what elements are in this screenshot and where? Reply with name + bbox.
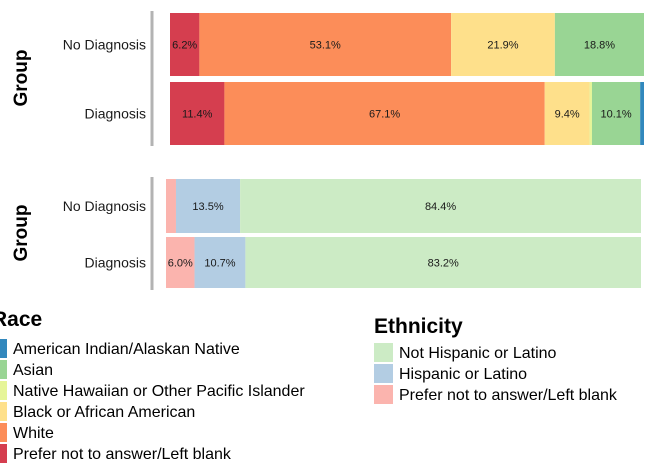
data-label: 53.1%: [310, 40, 341, 52]
bar-segment: [640, 82, 644, 145]
data-label: 11.4%: [182, 109, 213, 121]
data-label: 21.9%: [487, 40, 518, 52]
data-label: 13.5%: [192, 201, 223, 213]
bar-segment: [589, 82, 592, 145]
data-label: 9.4%: [555, 109, 580, 121]
bar-segment: [245, 237, 641, 288]
data-label: 10.7%: [204, 258, 235, 270]
bar-segment: [166, 179, 176, 233]
data-label: 6.0%: [168, 258, 193, 270]
data-label: 10.1%: [600, 109, 631, 121]
bar-segment: [451, 13, 555, 76]
category-tick-label: No Diagnosis: [63, 198, 146, 214]
bar-segment: [544, 82, 590, 145]
bar-segment: [175, 179, 241, 233]
data-label: 18.8%: [584, 40, 615, 52]
legend-label: Hispanic or Latino: [399, 366, 527, 383]
legend-label: Not Hispanic or Latino: [399, 345, 557, 362]
bar-segment: [194, 237, 246, 288]
legend-swatch: [0, 402, 7, 421]
legend-label: Prefer not to answer/Left blank: [399, 387, 618, 404]
legend-swatch: [374, 343, 393, 362]
data-label: 83.2%: [428, 258, 459, 270]
legend-title: Ethnicity: [374, 315, 463, 338]
bar-segment: [170, 82, 225, 145]
bar-segment: [240, 179, 641, 233]
bar-segment: [170, 13, 200, 76]
data-label: 6.2%: [172, 40, 197, 52]
bar-segment: [166, 237, 195, 288]
legend-swatch: [0, 444, 7, 463]
legend-label: Black or African American: [13, 404, 195, 421]
legend-swatch: [0, 339, 7, 358]
category-tick-label: Diagnosis: [85, 255, 146, 271]
data-label: 84.4%: [425, 201, 456, 213]
legend-label: Asian: [13, 362, 53, 379]
legend-label: American Indian/Alaskan Native: [13, 341, 240, 358]
legend-title: Race: [0, 308, 42, 331]
legend-swatch: [0, 360, 7, 379]
legend-swatch: [374, 364, 393, 383]
y-axis-title: Group: [11, 205, 32, 262]
legend-label: Prefer not to answer/Left blank: [13, 446, 232, 463]
bar-segment: [591, 82, 641, 145]
category-tick-label: Diagnosis: [85, 106, 146, 122]
legend-label: White: [13, 425, 54, 442]
category-tick-label: No Diagnosis: [63, 37, 146, 53]
bar-segment: [224, 82, 545, 145]
bar-segment: [199, 13, 452, 76]
legend-swatch: [0, 423, 7, 442]
bar-segment: [554, 13, 644, 76]
legend-swatch: [374, 385, 393, 404]
legend-label: Native Hawaiian or Other Pacific Islande…: [13, 383, 305, 400]
legend-swatch: [0, 381, 7, 400]
y-axis-title: Group: [11, 50, 32, 107]
data-label: 67.1%: [369, 109, 400, 121]
